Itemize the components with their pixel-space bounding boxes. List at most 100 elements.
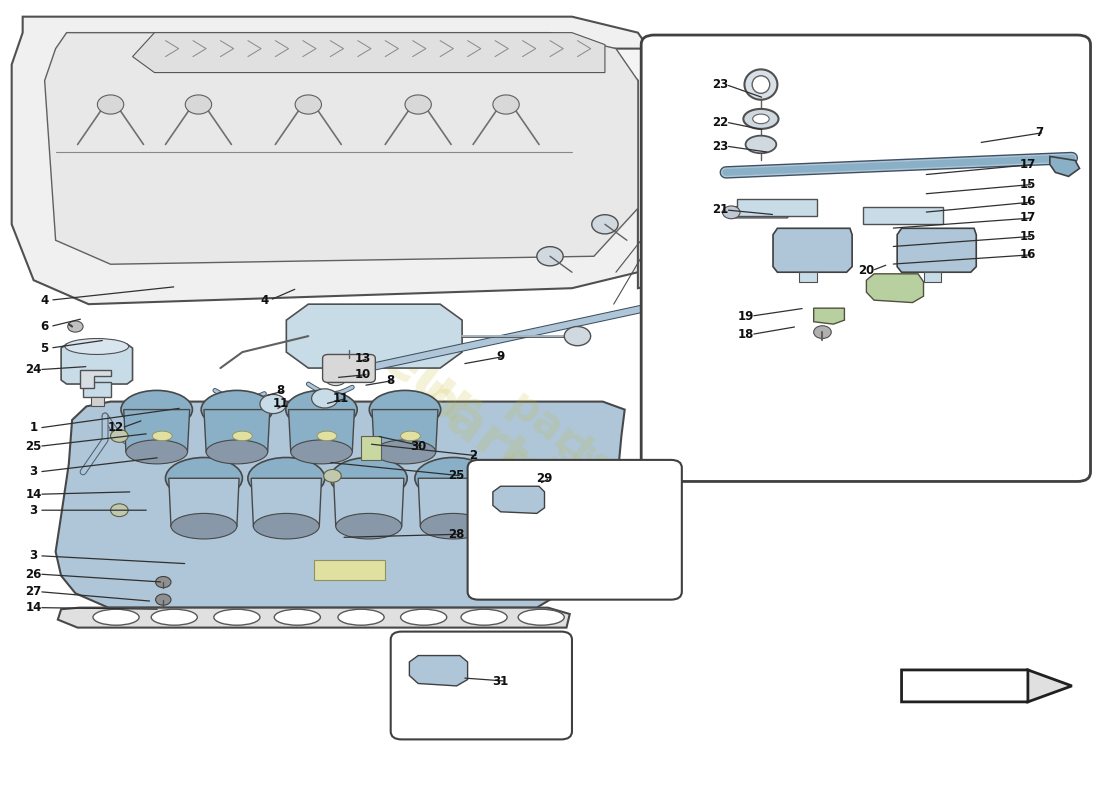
Text: 15: 15 bbox=[1020, 230, 1036, 242]
Text: 26: 26 bbox=[25, 567, 42, 581]
Ellipse shape bbox=[165, 458, 242, 499]
Circle shape bbox=[155, 577, 170, 588]
Circle shape bbox=[493, 95, 519, 114]
Circle shape bbox=[185, 95, 211, 114]
Ellipse shape bbox=[745, 70, 778, 100]
Ellipse shape bbox=[65, 338, 129, 354]
FancyBboxPatch shape bbox=[468, 460, 682, 600]
Polygon shape bbox=[204, 410, 270, 452]
Ellipse shape bbox=[338, 610, 384, 626]
Ellipse shape bbox=[121, 390, 192, 429]
Text: 9: 9 bbox=[496, 350, 505, 362]
Polygon shape bbox=[251, 478, 321, 526]
Circle shape bbox=[295, 95, 321, 114]
Text: 13: 13 bbox=[355, 352, 372, 365]
Polygon shape bbox=[864, 206, 944, 224]
Text: 19: 19 bbox=[737, 310, 754, 322]
Text: 14: 14 bbox=[25, 488, 42, 501]
Circle shape bbox=[723, 206, 740, 218]
Text: 8: 8 bbox=[386, 374, 395, 386]
Ellipse shape bbox=[400, 610, 447, 626]
Text: 3: 3 bbox=[30, 466, 37, 478]
Ellipse shape bbox=[330, 458, 407, 499]
Ellipse shape bbox=[125, 440, 187, 464]
Text: 1982: 1982 bbox=[585, 487, 685, 576]
Text: 10: 10 bbox=[355, 368, 372, 381]
Text: 17: 17 bbox=[1020, 158, 1036, 171]
Text: 15: 15 bbox=[1020, 178, 1036, 191]
Ellipse shape bbox=[152, 431, 172, 441]
Text: 23: 23 bbox=[712, 139, 728, 153]
Text: 3: 3 bbox=[30, 550, 37, 562]
Ellipse shape bbox=[201, 390, 273, 429]
Text: 16: 16 bbox=[1020, 195, 1036, 209]
Text: 29: 29 bbox=[537, 472, 552, 485]
Ellipse shape bbox=[151, 610, 197, 626]
Ellipse shape bbox=[317, 431, 337, 441]
Circle shape bbox=[592, 214, 618, 234]
FancyBboxPatch shape bbox=[390, 631, 572, 739]
Text: 25: 25 bbox=[449, 470, 465, 482]
Text: 1: 1 bbox=[30, 422, 37, 434]
Text: 20: 20 bbox=[858, 264, 874, 277]
Text: 30: 30 bbox=[410, 440, 427, 453]
Polygon shape bbox=[724, 206, 792, 218]
Polygon shape bbox=[58, 608, 570, 628]
Text: eur: eur bbox=[368, 328, 490, 440]
Text: 16: 16 bbox=[1020, 248, 1036, 261]
Polygon shape bbox=[409, 655, 468, 686]
Circle shape bbox=[323, 470, 341, 482]
Ellipse shape bbox=[253, 514, 319, 539]
Text: 11: 11 bbox=[273, 398, 289, 410]
Circle shape bbox=[324, 370, 346, 386]
Ellipse shape bbox=[744, 109, 779, 129]
Polygon shape bbox=[12, 17, 682, 304]
Polygon shape bbox=[898, 228, 977, 272]
Polygon shape bbox=[1049, 157, 1079, 176]
Ellipse shape bbox=[232, 431, 252, 441]
Ellipse shape bbox=[336, 514, 402, 539]
Polygon shape bbox=[288, 410, 354, 452]
Bar bbox=[84, 382, 111, 397]
Ellipse shape bbox=[400, 431, 420, 441]
Ellipse shape bbox=[415, 458, 492, 499]
Text: 21: 21 bbox=[712, 203, 728, 217]
Text: 14: 14 bbox=[25, 601, 42, 614]
Polygon shape bbox=[62, 344, 132, 384]
Text: 28: 28 bbox=[449, 528, 465, 541]
Polygon shape bbox=[493, 486, 544, 514]
Circle shape bbox=[98, 95, 123, 114]
Polygon shape bbox=[56, 402, 625, 608]
Text: 4: 4 bbox=[41, 294, 48, 306]
Text: 3: 3 bbox=[30, 504, 37, 517]
Polygon shape bbox=[123, 410, 189, 452]
Text: for: for bbox=[484, 445, 572, 527]
Polygon shape bbox=[814, 308, 845, 324]
Text: 12: 12 bbox=[108, 422, 124, 434]
Ellipse shape bbox=[370, 390, 441, 429]
Text: 17: 17 bbox=[1020, 211, 1036, 225]
Ellipse shape bbox=[752, 76, 770, 94]
Polygon shape bbox=[132, 33, 605, 73]
FancyBboxPatch shape bbox=[322, 354, 375, 382]
Ellipse shape bbox=[420, 514, 486, 539]
Ellipse shape bbox=[206, 440, 267, 464]
Text: 6: 6 bbox=[41, 320, 48, 333]
Circle shape bbox=[68, 321, 84, 332]
Ellipse shape bbox=[274, 610, 320, 626]
Text: 23: 23 bbox=[712, 78, 728, 91]
Bar bbox=[91, 397, 104, 406]
Polygon shape bbox=[902, 670, 1053, 702]
Text: 4: 4 bbox=[261, 294, 268, 306]
Bar bbox=[924, 272, 942, 282]
Text: since: since bbox=[543, 436, 656, 536]
Text: 11: 11 bbox=[333, 392, 350, 405]
Text: 8: 8 bbox=[277, 384, 285, 397]
Polygon shape bbox=[372, 410, 438, 452]
Bar bbox=[314, 560, 385, 580]
Text: 24: 24 bbox=[25, 363, 42, 376]
Circle shape bbox=[111, 430, 128, 442]
Text: parts: parts bbox=[499, 384, 623, 493]
Text: 27: 27 bbox=[25, 585, 42, 598]
Circle shape bbox=[155, 594, 170, 606]
